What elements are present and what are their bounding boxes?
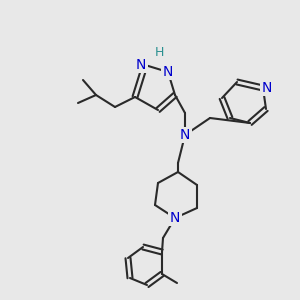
Text: N: N (262, 81, 272, 95)
Text: H: H (154, 46, 164, 59)
Text: N: N (170, 211, 180, 225)
Text: N: N (163, 65, 173, 79)
Text: N: N (136, 58, 146, 72)
Text: N: N (180, 128, 190, 142)
